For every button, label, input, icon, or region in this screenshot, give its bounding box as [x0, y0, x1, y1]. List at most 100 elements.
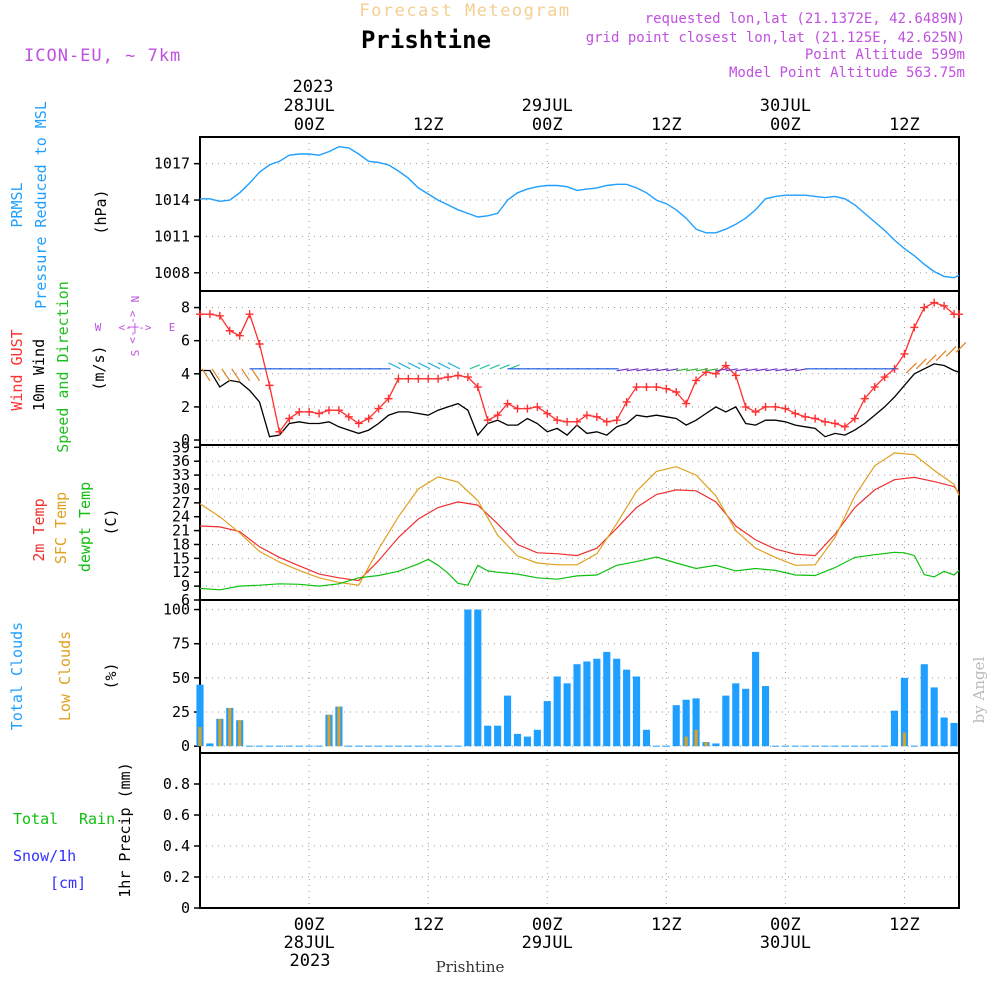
gust-marker: [741, 402, 750, 411]
panel-frame: [199, 444, 960, 601]
bottom-year: 2023: [290, 951, 331, 971]
ytick-label: 50: [172, 669, 190, 687]
gust-marker: [821, 417, 830, 426]
ytick-label: 30: [172, 480, 190, 498]
wind-arrow: [945, 345, 957, 357]
total-cloud-bar: [593, 658, 601, 747]
wind-arrow: [935, 350, 947, 361]
bottom-hour-label: 12Z: [413, 915, 444, 935]
p3-label-b: SFC Temp: [52, 492, 70, 564]
wind-arrow: [755, 368, 768, 372]
p1-unit: (hPa): [92, 189, 110, 234]
p3-label-c: dewpt Temp: [76, 482, 94, 572]
gust-marker: [662, 384, 671, 393]
ytick-label: 1008: [154, 264, 190, 282]
gust-marker: [414, 374, 423, 383]
total-cloud-bar: [494, 725, 502, 747]
wind-arrow: [211, 368, 221, 382]
compass-n: N: [129, 296, 142, 303]
ytick-label: 0.8: [163, 775, 190, 793]
gridpoint-coords: grid point closest lon,lat (21.125E, 42.…: [586, 30, 965, 46]
ytick-label: 39: [172, 438, 190, 456]
ytick-label: 2: [181, 398, 190, 416]
panel-5: 0 0.2 0.4 0.6 0.8: [163, 752, 960, 917]
gust-marker: [424, 374, 433, 383]
gust-marker: [344, 412, 353, 421]
gust-marker: [215, 311, 224, 320]
watermark: by Angel: [970, 656, 988, 723]
ytick-label: 24: [172, 508, 190, 526]
ytick-label: 1011: [154, 227, 190, 245]
total-cloud-bar: [533, 729, 541, 747]
p3-unit: (C): [102, 508, 120, 535]
compass-e: E: [169, 321, 176, 334]
gust-marker: [920, 303, 929, 312]
gust-marker: [394, 374, 403, 383]
gust-marker: [612, 416, 621, 425]
gust-marker: [473, 383, 482, 392]
gust-marker: [850, 414, 859, 423]
gust-marker: [731, 371, 740, 380]
ytick-label: 12: [172, 563, 190, 581]
model-label: ICON-EU, ~ 7km: [24, 46, 181, 66]
low-cloud-bar: [198, 727, 202, 747]
bottom-hour-label: 12Z: [889, 915, 920, 935]
low-cloud-bar: [238, 720, 242, 747]
low-cloud-bar: [694, 729, 698, 747]
gust-marker: [622, 397, 631, 406]
wind-arrow: [685, 368, 699, 372]
panel-1: 1008 1011 1014 1017: [154, 136, 960, 292]
gust-marker: [955, 310, 963, 319]
gust-marker: [751, 407, 760, 416]
p2-label-a: Wind GUST: [8, 329, 26, 410]
bottom-hour-label: 00Z: [532, 915, 563, 935]
gust-marker: [761, 402, 770, 411]
wind-arrow: [616, 368, 629, 372]
gust-marker: [285, 414, 294, 423]
wind-arrow: [775, 368, 788, 372]
total-cloud-bar: [543, 701, 551, 747]
gust-line: [200, 301, 959, 434]
total-cloud-bar: [672, 705, 680, 747]
top-date-label: 29JUL: [522, 96, 573, 116]
ytick-label: 8: [181, 299, 190, 317]
total-cloud-bar: [583, 661, 591, 747]
dewpt-line: [199, 551, 960, 591]
bottom-hour-label: 12Z: [651, 915, 682, 935]
ytick-label: 0.6: [163, 806, 190, 824]
top-hour-label: 00Z: [770, 115, 801, 135]
p2-unit: (m/s): [90, 345, 108, 390]
wind-arrow: [407, 362, 421, 370]
wind-arrow: [785, 368, 798, 372]
gust-marker: [444, 373, 453, 382]
gust-marker: [404, 374, 413, 383]
gust-marker: [275, 427, 284, 436]
wind-arrow: [705, 368, 719, 372]
total-cloud-bar: [206, 743, 214, 747]
total-cloud-bar: [523, 736, 531, 747]
ytick-label: 15: [172, 549, 190, 567]
low-cloud-bar: [684, 736, 688, 747]
p3-label-a: 2m Temp: [30, 498, 48, 561]
footer-city: Prishtine: [436, 958, 505, 976]
gust-marker: [811, 414, 820, 423]
gust-marker: [781, 404, 790, 413]
total-cloud-bar: [752, 651, 760, 747]
gust-marker: [652, 383, 661, 392]
gust-marker: [205, 310, 214, 319]
ytick-label: 36: [172, 452, 190, 470]
wind-arrow: [388, 362, 401, 370]
low-cloud-bar: [218, 718, 222, 747]
compass-ew: <-|->: [118, 321, 151, 334]
bottom-hour-label: 00Z: [294, 915, 325, 935]
wind-arrow: [398, 362, 411, 370]
p4-label-b: Low Clouds: [56, 631, 74, 721]
wind-speed-line: [200, 363, 960, 438]
wind-arrow: [925, 354, 937, 366]
p5-label-d: [cm]: [50, 874, 86, 892]
gust-marker: [870, 383, 879, 392]
gust-marker: [791, 409, 800, 418]
gust-marker: [463, 373, 472, 382]
